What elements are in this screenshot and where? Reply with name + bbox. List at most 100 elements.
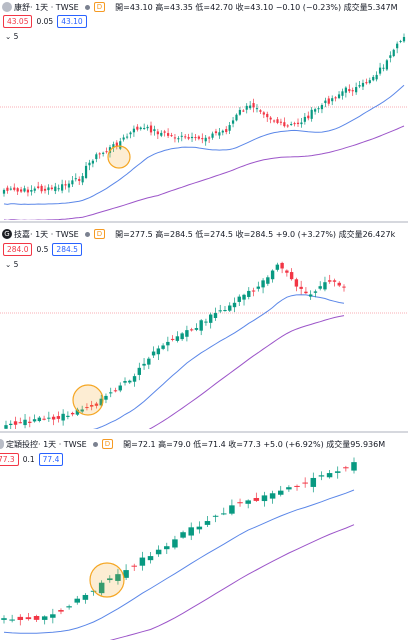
candle-body [33, 616, 40, 620]
candle-body [139, 557, 146, 566]
candle-body [286, 487, 292, 490]
sell-button-3[interactable]: 77.3 [0, 453, 19, 466]
candle-body [170, 135, 173, 137]
buy-button-2[interactable]: 284.5 [52, 243, 82, 256]
candle-body [212, 515, 219, 517]
candle-body [235, 114, 238, 121]
sell-button-2[interactable]: 284.0 [3, 243, 33, 256]
candle-body [163, 131, 166, 133]
spread-1: 0.05 [36, 17, 54, 26]
indicator-toggle-2[interactable]: ⌄ 5 [5, 260, 18, 269]
candle-body [355, 87, 358, 93]
trade-row-3: 77.3 0.1 77.4 [0, 453, 64, 466]
highlight-circle [107, 145, 131, 169]
candle-body [131, 565, 137, 567]
candle-body [180, 532, 186, 538]
candle-body [37, 417, 42, 422]
candle-body [365, 82, 368, 84]
candle-body [266, 277, 270, 284]
chevron-down-icon: ⌄ [5, 32, 14, 41]
candle-body [228, 305, 232, 311]
candle-body [304, 291, 308, 294]
candlestick-chart-2[interactable] [0, 224, 408, 429]
candle-body [310, 477, 317, 487]
candle-body [89, 404, 94, 407]
candle-body [310, 109, 313, 119]
candle-body [64, 184, 67, 186]
status-dot-icon [84, 4, 90, 10]
candle-body [58, 610, 64, 612]
candle-body [119, 141, 122, 149]
candle-body [245, 500, 251, 504]
chart-panel-3[interactable]: 定穎投控 · 1天 · TWSE D 開=72.1 高=79.0 低=71.4 … [0, 434, 408, 640]
candle-body [256, 286, 261, 289]
candle-body [272, 120, 276, 122]
highlight-circle [72, 384, 104, 416]
candle-body [115, 574, 121, 581]
candle-body [153, 129, 156, 132]
buy-button-3[interactable]: 77.4 [38, 453, 64, 466]
candle-body [351, 462, 357, 471]
candle-body [172, 539, 178, 548]
candle-body [199, 320, 203, 331]
candle-body [280, 262, 284, 269]
candle-body [156, 131, 159, 135]
candle-body [74, 598, 81, 603]
candle-body [170, 338, 175, 340]
candle-body [71, 180, 74, 185]
candlestick-chart-3[interactable] [0, 434, 408, 640]
candle-body [19, 189, 23, 192]
symbol-title-1[interactable]: 康舒 [14, 2, 30, 12]
candle-body [232, 302, 237, 308]
timeframe-exchange-1[interactable]: · 1天 · TWSE [30, 2, 79, 12]
candle-body [84, 165, 88, 178]
delay-badge-2: D [93, 229, 106, 239]
candle-body [262, 112, 265, 115]
candle-body [296, 122, 300, 125]
candle-body [396, 43, 399, 49]
candle-body [57, 188, 60, 190]
candle-body [351, 90, 354, 92]
candle-body [252, 103, 255, 108]
candle-body [378, 67, 382, 74]
candlestick-chart-1[interactable] [0, 0, 408, 220]
candle-body [78, 178, 81, 181]
candle-body [125, 136, 129, 138]
candle-body [6, 187, 9, 191]
candle-body [75, 409, 80, 415]
candle-body [402, 36, 406, 42]
candle-body [180, 333, 184, 340]
candle-body [343, 467, 349, 469]
timeframe-exchange-3[interactable]: · 1天 · TWSE [38, 439, 87, 449]
candle-body [143, 128, 146, 130]
candle-body [276, 119, 279, 123]
candle-body [115, 142, 118, 147]
candle-body [318, 286, 322, 289]
delay-badge-1: D [93, 2, 106, 12]
candle-body [107, 578, 113, 581]
symbol-title-2[interactable]: 技嘉 [14, 229, 30, 239]
candle-body [160, 132, 163, 136]
candle-body [320, 105, 324, 110]
candle-body [98, 153, 101, 155]
candle-body [47, 187, 50, 191]
candle-body [151, 351, 156, 356]
candle-body [61, 413, 65, 421]
candle-body [104, 395, 108, 400]
candle-body [237, 502, 243, 504]
candle-body [28, 421, 32, 423]
candle-body [332, 280, 337, 282]
candle-body [218, 132, 221, 136]
buy-button-1[interactable]: 43.10 [57, 15, 87, 28]
candle-body [231, 120, 235, 124]
sell-button-1[interactable]: 43.05 [3, 15, 33, 28]
candle-body [2, 189, 6, 194]
logo-icon [0, 439, 4, 449]
chart-panel-2[interactable]: G 技嘉 · 1天 · TWSE D 開=277.5 高=284.5 低=274… [0, 224, 408, 429]
chart-panel-1[interactable]: 康舒 · 1天 · TWSE D 開=43.10 高=43.35 低=42.70… [0, 0, 408, 220]
timeframe-exchange-2[interactable]: · 1天 · TWSE [30, 229, 79, 239]
indicator-toggle-1[interactable]: ⌄ 5 [5, 32, 18, 41]
candle-body [128, 380, 132, 383]
candle-body [23, 419, 27, 426]
symbol-title-3[interactable]: 定穎投控 [6, 439, 38, 449]
